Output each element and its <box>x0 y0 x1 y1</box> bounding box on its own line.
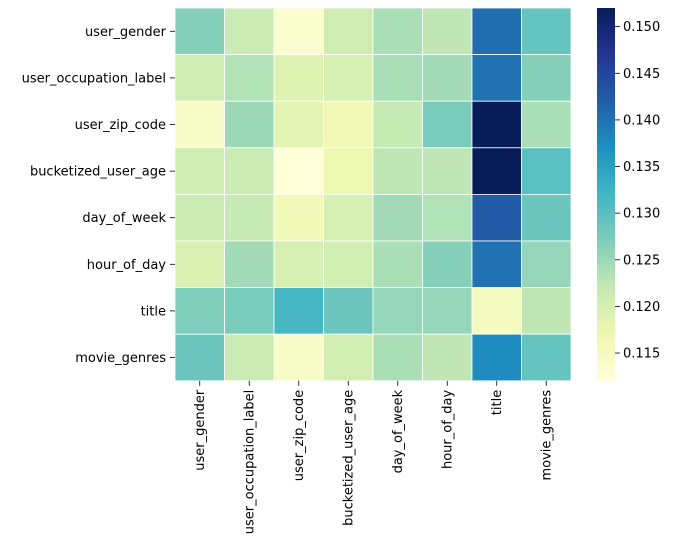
colorbar-tick-label: 0.120 <box>623 300 660 315</box>
colorbar <box>597 8 615 381</box>
column-labels: user_gender user_occupation_label user_zip… <box>193 380 555 534</box>
row-label-user_occupation_label: user_occupation_label <box>22 71 166 86</box>
heatmap-cell-title-title <box>471 287 522 335</box>
column-label-bucketized_user_age: bucketized_user_age <box>342 390 357 526</box>
heatmap-cell-movie_genres-bucketized_user_age <box>323 333 374 382</box>
column-label-hour_of_day: hour_of_day <box>441 389 456 469</box>
heatmap-cell-hour_of_day-title <box>471 240 522 288</box>
heatmap-cell-user_zip_code-hour_of_day <box>422 100 473 149</box>
heatmap-cell-user_gender-movie_genres <box>521 7 572 55</box>
heatmap-cell-day_of_week-user_gender <box>174 193 225 242</box>
heatmap-cell-bucketized_user_age-bucketized_user_age <box>323 147 374 195</box>
heatmap-cells <box>174 7 572 382</box>
row-labels: user_gender user_occupation_label user_zip… <box>22 25 175 366</box>
row-label-title: title <box>141 304 166 319</box>
column-label-title: title <box>490 390 505 415</box>
colorbar-gradient <box>597 8 615 381</box>
heatmap-cell-title-user_occupation_label <box>224 287 275 335</box>
heatmap-cell-day_of_week-title <box>471 193 522 242</box>
heatmap-cell-bucketized_user_age-hour_of_day <box>422 147 473 195</box>
heatmap-cell-movie_genres-user_gender <box>174 333 225 382</box>
heatmap-cell-user_occupation_label-user_zip_code <box>273 54 324 102</box>
heatmap-cell-hour_of_day-user_gender <box>174 240 225 288</box>
column-label-user_gender: user_gender <box>193 389 208 471</box>
heatmap-cell-hour_of_day-user_zip_code <box>273 240 324 288</box>
row-label-hour_of_day: hour_of_day <box>87 258 167 273</box>
heatmap-cell-day_of_week-hour_of_day <box>422 193 473 242</box>
heatmap-cell-bucketized_user_age-user_gender <box>174 147 225 195</box>
heatmap-cell-user_occupation_label-user_occupation_label <box>224 54 275 102</box>
colorbar-ticks: 0.115 0.120 0.125 0.130 0.135 0.140 0.145 0.150 <box>615 20 660 362</box>
heatmap-cell-title-day_of_week <box>372 287 423 335</box>
heatmap-cell-movie_genres-movie_genres <box>521 333 572 382</box>
column-label-user_occupation_label: user_occupation_label <box>243 390 258 534</box>
column-label-user_zip_code: user_zip_code <box>292 390 307 481</box>
heatmap-cell-title-user_gender <box>174 287 225 335</box>
heatmap-cell-bucketized_user_age-user_zip_code <box>273 147 324 195</box>
heatmap-cell-user_gender-user_occupation_label <box>224 7 275 55</box>
heatmap-cell-hour_of_day-hour_of_day <box>422 240 473 288</box>
heatmap-cell-title-hour_of_day <box>422 287 473 335</box>
row-label-user_zip_code: user_zip_code <box>75 118 166 133</box>
heatmap-cell-user_gender-day_of_week <box>372 7 423 55</box>
heatmap-cell-day_of_week-bucketized_user_age <box>323 193 374 242</box>
heatmap-cell-user_zip_code-bucketized_user_age <box>323 100 374 149</box>
heatmap-cell-user_gender-user_zip_code <box>273 7 324 55</box>
heatmap-cell-hour_of_day-day_of_week <box>372 240 423 288</box>
heatmap-cell-user_occupation_label-user_gender <box>174 54 225 102</box>
heatmap-cell-user_occupation_label-movie_genres <box>521 54 572 102</box>
heatmap-cell-bucketized_user_age-user_occupation_label <box>224 147 275 195</box>
heatmap-cell-hour_of_day-bucketized_user_age <box>323 240 374 288</box>
heatmap-cell-day_of_week-user_occupation_label <box>224 193 275 242</box>
heatmap-cell-bucketized_user_age-day_of_week <box>372 147 423 195</box>
heatmap-cell-user_zip_code-title <box>471 100 522 149</box>
heatmap-cell-hour_of_day-user_occupation_label <box>224 240 275 288</box>
heatmap-cell-user_gender-title <box>471 7 522 55</box>
heatmap-cell-movie_genres-title <box>471 333 522 382</box>
heatmap-cell-user_zip_code-user_occupation_label <box>224 100 275 149</box>
row-label-bucketized_user_age: bucketized_user_age <box>30 165 166 180</box>
column-label-day_of_week: day_of_week <box>391 389 406 473</box>
heatmap-cell-hour_of_day-movie_genres <box>521 240 572 288</box>
heatmap-cell-bucketized_user_age-movie_genres <box>521 147 572 195</box>
heatmap-cell-day_of_week-user_zip_code <box>273 193 324 242</box>
heatmap-cell-day_of_week-day_of_week <box>372 193 423 242</box>
heatmap-cell-user_occupation_label-bucketized_user_age <box>323 54 374 102</box>
colorbar-tick-label: 0.115 <box>623 347 660 362</box>
heatmap-cell-user_occupation_label-hour_of_day <box>422 54 473 102</box>
colorbar-tick-label: 0.145 <box>623 67 660 82</box>
colorbar-tick-label: 0.135 <box>623 160 660 175</box>
heatmap-cell-title-bucketized_user_age <box>323 287 374 335</box>
heatmap-cell-user_gender-bucketized_user_age <box>323 7 374 55</box>
heatmap-cell-movie_genres-user_occupation_label <box>224 333 275 382</box>
column-label-movie_genres: movie_genres <box>540 390 555 481</box>
colorbar-tick-label: 0.130 <box>623 207 660 222</box>
heatmap-cell-day_of_week-movie_genres <box>521 193 572 242</box>
heatmap-cell-user_zip_code-user_zip_code <box>273 100 324 149</box>
heatmap-cell-user_occupation_label-day_of_week <box>372 54 423 102</box>
heatmap-cell-bucketized_user_age-title <box>471 147 522 195</box>
heatmap-cell-user_occupation_label-title <box>471 54 522 102</box>
colorbar-tick-label: 0.140 <box>623 113 660 128</box>
row-label-movie_genres: movie_genres <box>75 351 166 366</box>
heatmap-cell-user_gender-user_gender <box>174 7 225 55</box>
row-label-day_of_week: day_of_week <box>82 211 166 226</box>
colorbar-tick-label: 0.150 <box>623 20 660 35</box>
heatmap-cell-title-movie_genres <box>521 287 572 335</box>
heatmap-cell-user_gender-hour_of_day <box>422 7 473 55</box>
heatmap-cell-user_zip_code-user_gender <box>174 100 225 149</box>
heatmap-cell-movie_genres-hour_of_day <box>422 333 473 382</box>
heatmap-cell-user_zip_code-movie_genres <box>521 100 572 149</box>
heatmap-cell-movie_genres-user_zip_code <box>273 333 324 382</box>
heatmap-cell-title-user_zip_code <box>273 287 324 335</box>
row-label-user_gender: user_gender <box>85 25 167 40</box>
heatmap-cell-user_zip_code-day_of_week <box>372 100 423 149</box>
heatmap-cell-movie_genres-day_of_week <box>372 333 423 382</box>
colorbar-tick-label: 0.125 <box>623 253 660 268</box>
